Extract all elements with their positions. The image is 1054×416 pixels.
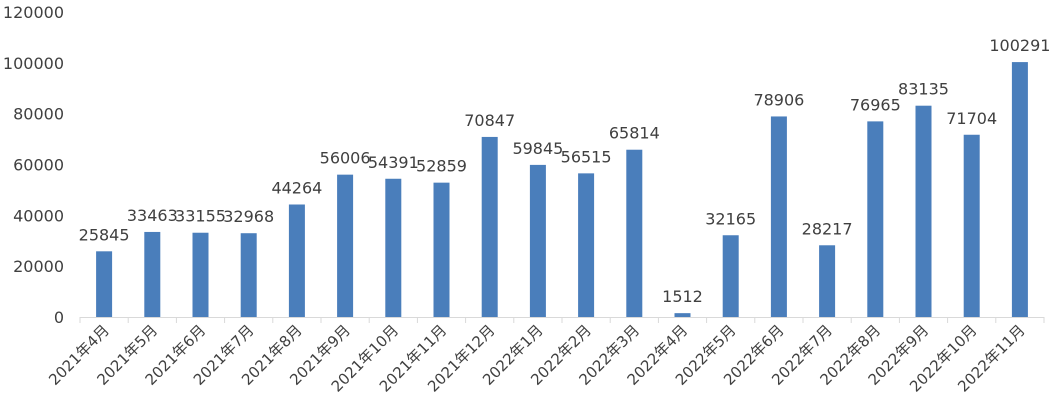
bar	[385, 178, 402, 317]
data-label: 100291	[989, 36, 1050, 55]
y-tick-label: 60000	[13, 156, 64, 175]
data-label: 28217	[802, 219, 853, 238]
data-label: 33463	[127, 206, 178, 225]
bar	[1011, 62, 1028, 318]
bar	[770, 116, 787, 317]
bar	[144, 231, 161, 317]
data-label: 44264	[271, 179, 322, 198]
bar	[192, 232, 209, 317]
y-axis-ticks: 0 20000 40000 60000 80000 100000 120000	[3, 3, 64, 327]
bar	[915, 105, 932, 317]
data-label: 56006	[320, 149, 371, 168]
data-label: 32165	[705, 209, 756, 228]
y-tick-label: 20000	[13, 257, 64, 276]
bar	[819, 245, 836, 317]
data-label: 32968	[223, 207, 274, 226]
bar	[674, 313, 691, 317]
y-tick-label: 40000	[13, 206, 64, 225]
bars	[96, 62, 1028, 318]
data-label: 71704	[946, 109, 997, 128]
y-tick-label: 80000	[13, 105, 64, 124]
y-tick-label: 0	[54, 308, 64, 327]
data-label: 33155	[175, 207, 226, 226]
data-label: 59845	[512, 139, 563, 158]
data-label: 76965	[850, 95, 901, 114]
bar	[963, 134, 980, 317]
data-label: 1512	[662, 287, 703, 306]
data-label: 56515	[561, 147, 612, 166]
bar	[529, 164, 546, 317]
data-label: 70847	[464, 111, 515, 130]
bar	[626, 149, 643, 317]
bar	[481, 136, 498, 317]
data-label: 52859	[416, 157, 467, 176]
bar	[867, 121, 884, 317]
bar	[288, 204, 305, 317]
data-label: 83135	[898, 80, 949, 99]
data-label: 78906	[753, 90, 804, 109]
x-axis-ticks: 2021年4月2021年5月2021年6月2021年7月2021年8月2021年…	[45, 317, 1045, 396]
data-label: 25845	[79, 225, 130, 244]
bar	[96, 251, 113, 317]
data-label: 54391	[368, 153, 419, 172]
bar	[240, 233, 257, 317]
bar	[337, 174, 354, 317]
data-label: 65814	[609, 124, 660, 143]
bar	[722, 235, 739, 317]
y-tick-label: 120000	[3, 3, 64, 22]
bar	[433, 182, 450, 317]
y-tick-label: 100000	[3, 54, 64, 73]
bar	[578, 173, 595, 317]
